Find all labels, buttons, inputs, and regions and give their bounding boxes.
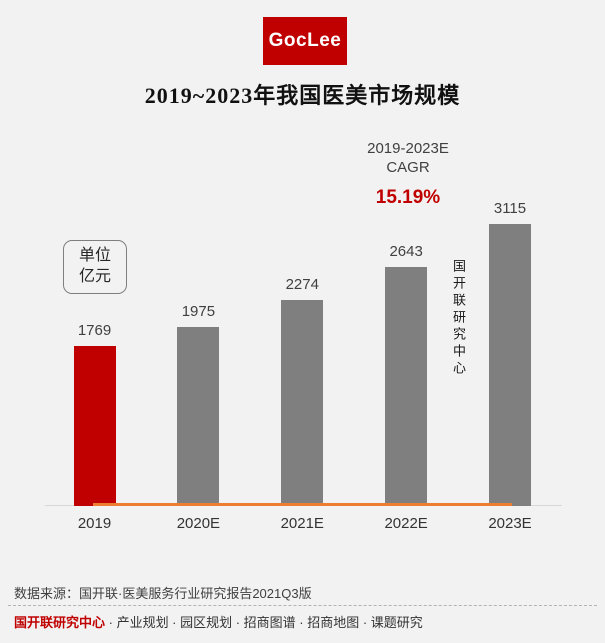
bar-2022E [385,267,428,506]
brand-logo-text: GocLee [268,30,342,51]
footer-services-text: · 产业规划 · 园区规划 · 招商图谱 · 招商地图 · 课题研究 [105,615,423,630]
cagr-annotation: 2019-2023E CAGR 15.19% [328,139,488,207]
x-axis-label-2019: 2019 [77,515,112,532]
cagr-value: 15.19% [375,187,441,208]
bar-value-2023E: 3115 [493,200,527,217]
bar-value-2021E: 2274 [285,276,319,293]
chart-title: 2019~2023年我国医美市场规模 [144,83,461,108]
data-source-note: 数据来源：国开联·医美服务行业研究报告2021Q3版 [14,586,312,601]
unit-box: 单位 亿元 [63,240,127,294]
bar-2019 [73,346,116,506]
bar-2023E [489,224,531,506]
footer-services: 国开联研究中心 · 产业规划 · 园区规划 · 招商图谱 · 招商地图 · 课题… [14,612,423,631]
bar-value-2019: 1769 [77,322,112,339]
brand-logo: GocLee [263,17,347,65]
x-axis-label-2023E: 2023E [488,515,532,532]
cagr-period: 2019-2023E [367,140,449,157]
bar-2021E [281,300,324,506]
vertical-watermark-text: 国开联研究中心 [451,259,466,378]
x-axis-label-2022E: 2022E [384,515,428,532]
x-axis-label-2020E: 2020E [176,515,221,532]
trend-line [93,503,512,506]
unit-box-line1: 单位 [78,247,111,264]
footer-brand: 国开联研究中心 [14,615,106,630]
dashed-divider [8,605,597,606]
bar-value-2022E: 2643 [389,243,423,260]
x-axis-label-2021E: 2021E [280,515,324,532]
cagr-label: CAGR [386,159,430,176]
unit-box-line2: 亿元 [78,268,111,285]
bar-2020E [177,327,220,506]
bar-value-2020E: 1975 [181,303,216,320]
